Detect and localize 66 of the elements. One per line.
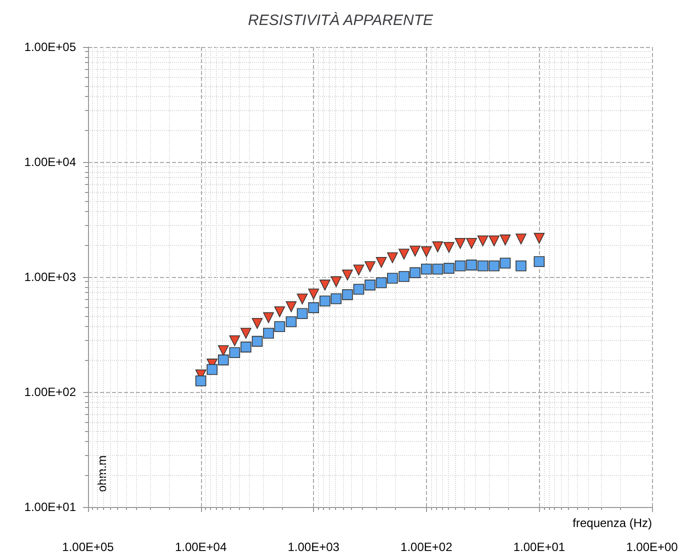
point [308, 302, 319, 314]
point [500, 234, 511, 246]
y-tick-label: 1.00E+04 [24, 155, 76, 169]
point [376, 256, 387, 268]
point [421, 246, 432, 258]
point [308, 288, 319, 300]
y-tick-label: 1.00E+05 [24, 40, 76, 54]
point [274, 321, 286, 332]
x-tick-label: 1.00E+00 [626, 540, 678, 554]
point [353, 284, 364, 295]
point [421, 264, 432, 275]
y-tick-label: 1.00E+03 [24, 270, 76, 284]
point [240, 342, 252, 352]
point [387, 252, 398, 264]
point [500, 258, 511, 269]
point [466, 238, 477, 249]
point [252, 318, 263, 329]
point [364, 261, 376, 272]
point [398, 248, 410, 260]
point [330, 276, 342, 288]
point [330, 293, 342, 304]
point [432, 264, 444, 275]
x-tick-label: 1.00E+04 [174, 540, 227, 554]
point [342, 270, 353, 280]
point [263, 312, 274, 324]
x-axis-title: frequenza (Hz) [572, 516, 652, 530]
point [444, 242, 454, 253]
point [320, 296, 330, 306]
x-tick-label: 1.00E+03 [288, 540, 340, 554]
point [444, 262, 454, 274]
x-tick-label: 1.00E+02 [400, 540, 453, 554]
point [477, 260, 488, 272]
point [296, 308, 308, 320]
point [252, 336, 263, 347]
point [342, 289, 353, 300]
x-tick-label: 1.00E+05 [62, 540, 114, 554]
point [376, 277, 387, 288]
point [206, 364, 218, 375]
x-tick-label: 1.00E+01 [513, 540, 566, 554]
y-tick-label: 1.00E+01 [24, 500, 76, 514]
chart-title: RESISTIVITÀ APPARENTE [248, 11, 434, 29]
point [286, 301, 297, 312]
point [364, 280, 376, 290]
point [274, 306, 286, 318]
point [263, 328, 274, 339]
point [218, 354, 229, 366]
point [454, 260, 466, 272]
point [286, 316, 297, 328]
point [353, 264, 364, 276]
point [195, 375, 206, 386]
point [466, 260, 477, 270]
point [387, 272, 398, 284]
point [240, 328, 252, 339]
point [398, 271, 410, 282]
point [488, 260, 500, 272]
point [410, 267, 420, 278]
point [320, 280, 330, 290]
point [410, 246, 420, 256]
point [477, 236, 488, 246]
point [296, 294, 308, 304]
point [454, 238, 466, 249]
y-tick-label: 1.00E+02 [24, 385, 76, 399]
point [229, 335, 240, 346]
point [432, 241, 444, 252]
point [488, 236, 500, 246]
point [229, 347, 240, 358]
